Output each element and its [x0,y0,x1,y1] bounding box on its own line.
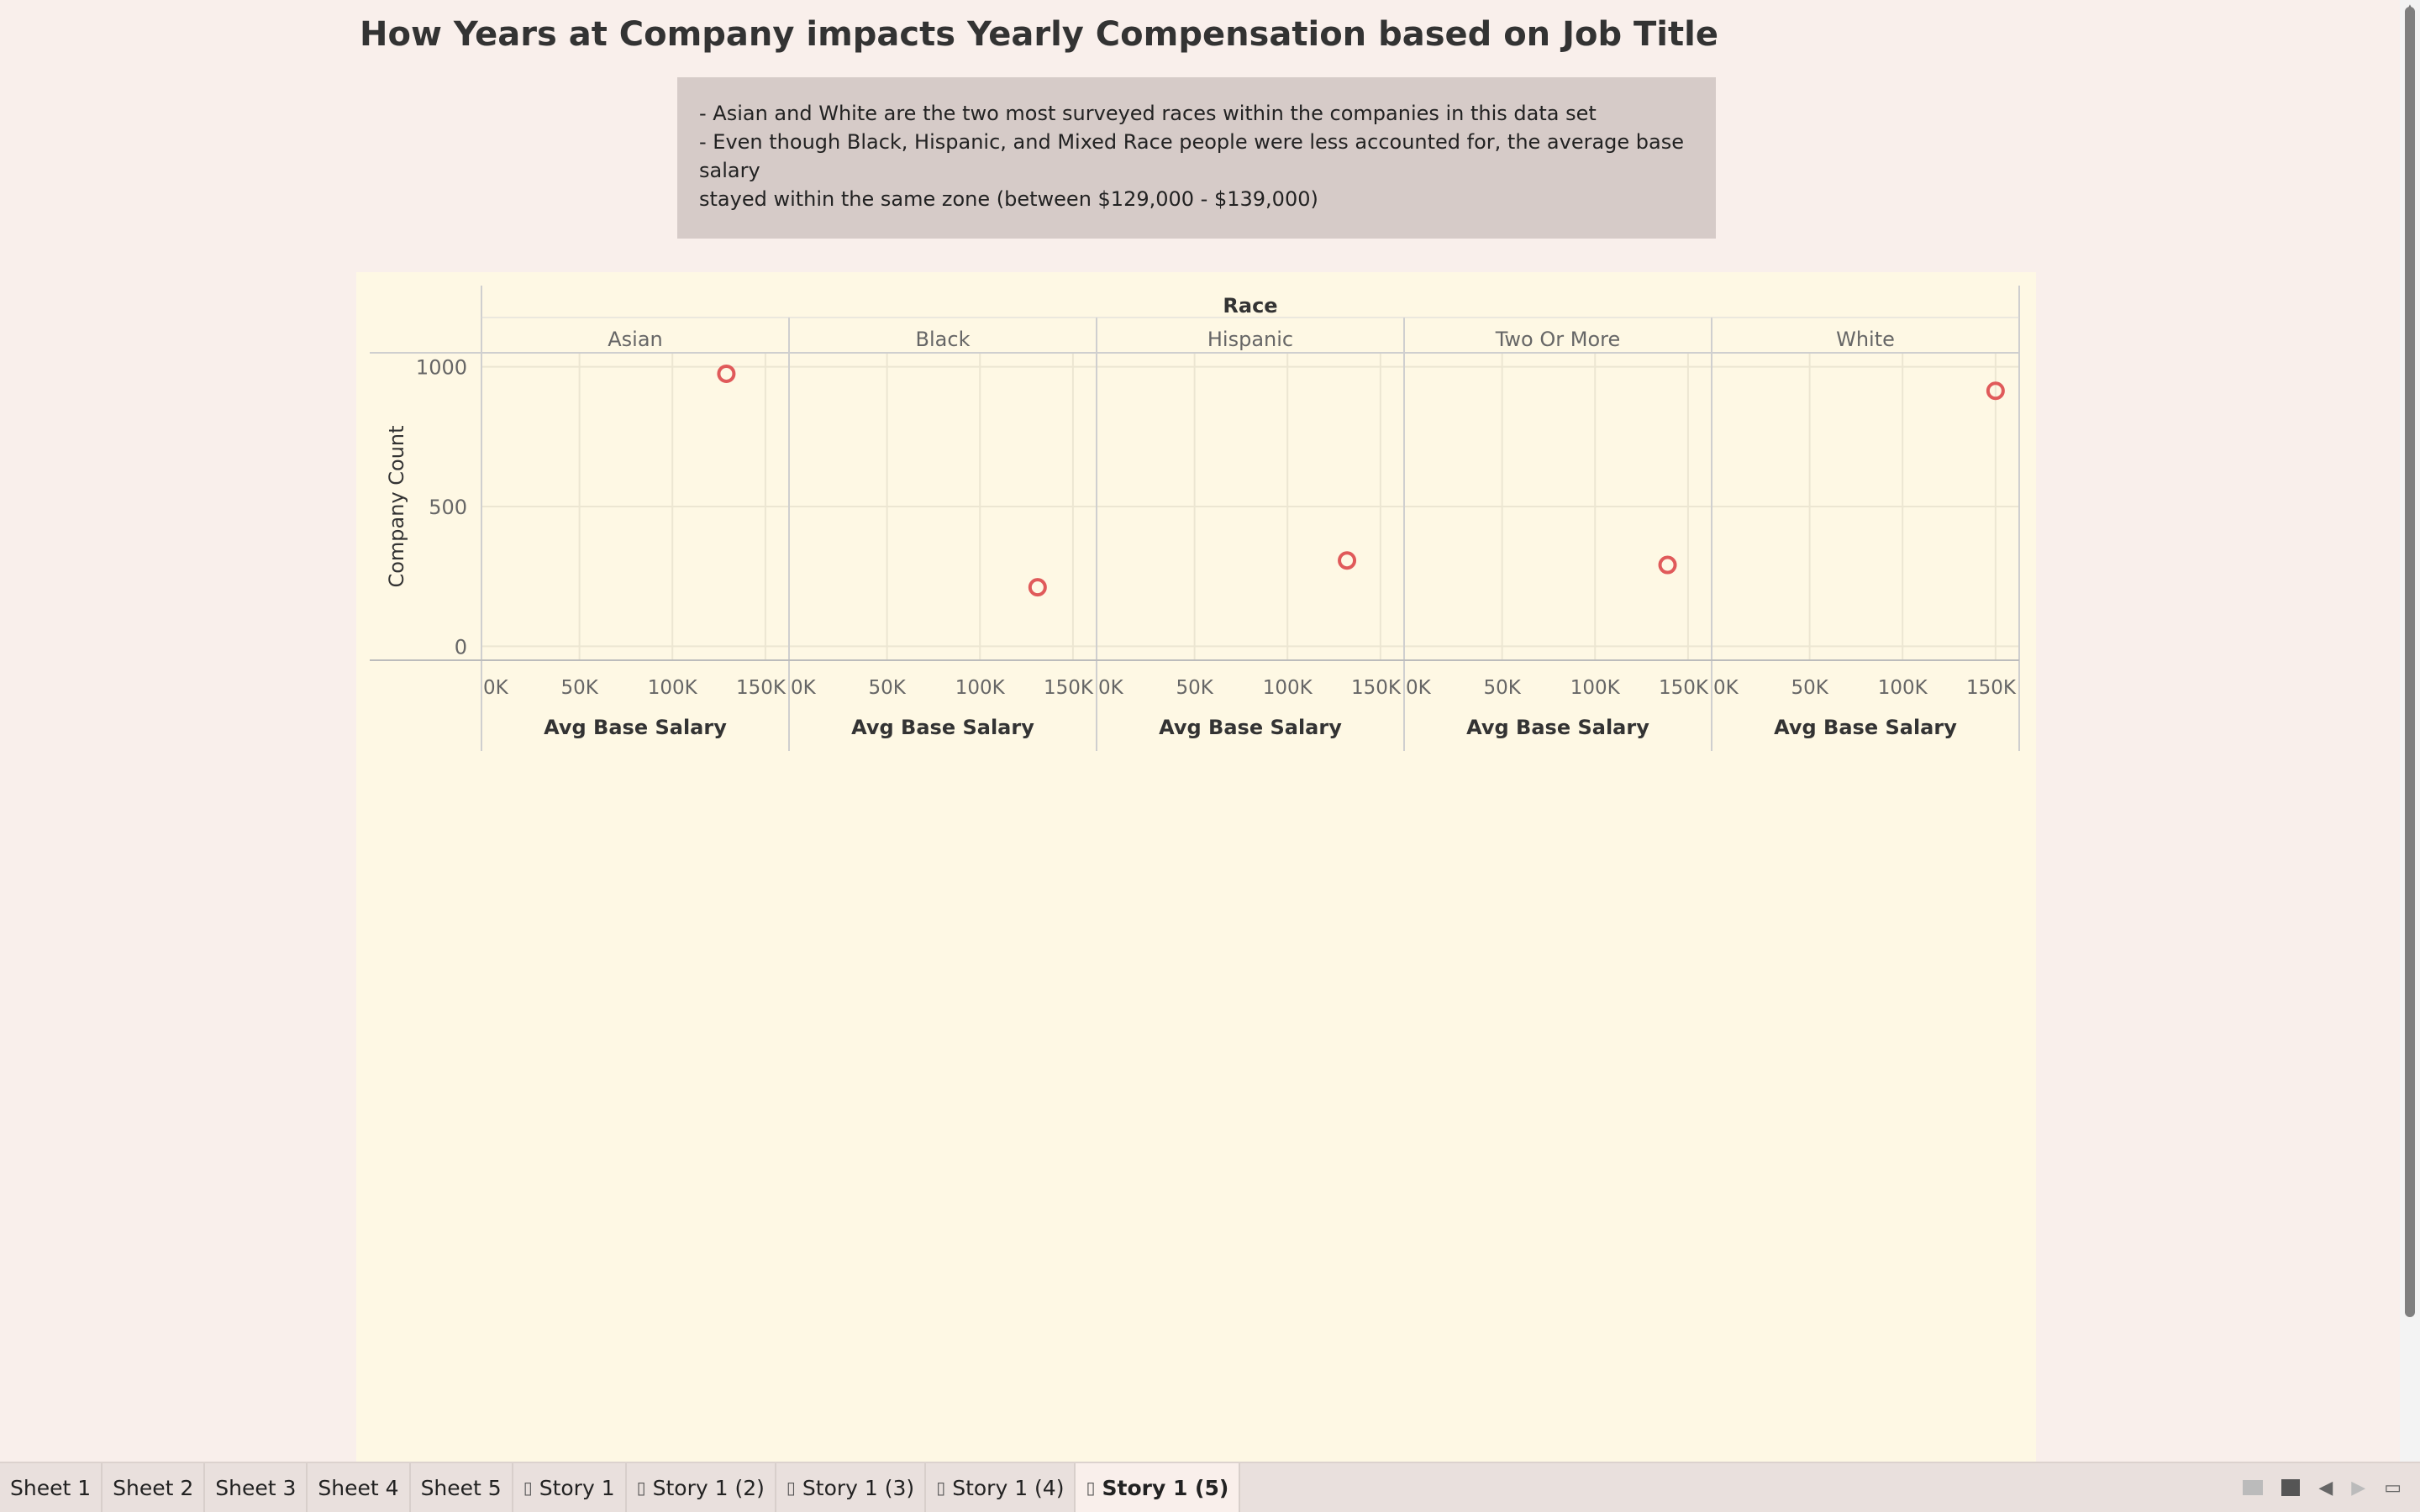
x-axis-title: Avg Base Salary [1159,716,1342,739]
data-point [1028,578,1047,597]
y-axis-title: Company Count [385,425,408,587]
panel-header: Hispanic [1207,328,1293,351]
sheet-tab-label: Story 1 [539,1475,615,1500]
data-point [717,364,736,383]
sheet-tab-label: Sheet 3 [215,1475,297,1500]
story-icon: ▯ [523,1478,533,1498]
x-tick-label: 100K [1570,677,1621,699]
x-tick-label: 100K [1263,677,1313,699]
sheet-tab[interactable]: ▯ Story 1 [513,1463,627,1512]
sheet-tab-label: Sheet 5 [420,1475,502,1500]
column-header: Race [1223,294,1277,318]
sheet-tab-label: Story 1 (4) [952,1475,1065,1500]
story-canvas: 0 500 1000 Asian 0K 50K 100K 150K Avg Base Salar… [356,272,2036,1462]
sheet-tab-label: Sheet 4 [318,1475,399,1500]
sheet-grid-icon[interactable] [2243,1480,2264,1495]
x-tick-label: 100K [1878,677,1928,699]
x-axis-title: Avg Base Salary [1466,716,1649,739]
sheet-tab[interactable]: Sheet 5 [411,1463,513,1512]
sheet-tab-bar: Sheet 1 Sheet 2 Sheet 3 Sheet 4 Sheet 5 ▯ Stor… [0,1462,2420,1512]
x-axis-title: Avg Base Salary [1774,716,1957,739]
x-tick-label: 50K [1791,677,1828,699]
x-axis-title: Avg Base Salary [544,716,727,739]
data-point [1986,381,2005,401]
panel-header: Asian [608,328,663,351]
next-icon[interactable]: ▶ [2351,1477,2366,1499]
panel-header: Two Or More [1495,328,1621,351]
caption-line: - Even though Black, Hispanic, and Mixed… [699,130,1685,182]
x-tick-label: 150K [736,677,786,699]
x-tick-label: 0K [1406,677,1432,699]
sheet-tab-label: Story 1 (3) [802,1475,915,1500]
sheet-tab[interactable]: ▯ Story 1 (4) [926,1463,1076,1512]
story-icon: ▯ [936,1478,946,1498]
story-caption: - Asian and White are the two most surve… [677,77,1716,239]
story-title: How Years at Company impacts Yearly Comp… [360,15,1718,54]
x-tick-label: 0K [1713,677,1739,699]
x-tick-label: 150K [1044,677,1094,699]
statusbar-controls: ◀ ▶ ▭ [2243,1463,2420,1512]
x-tick-label: 50K [560,677,598,699]
sheet-tab[interactable]: Sheet 3 [205,1463,308,1512]
sheet-tab[interactable]: Sheet 4 [308,1463,411,1512]
sheet-tab-label: Story 1 (5) [1102,1475,1229,1500]
sheet-tab[interactable]: ▯ Story 1 (5) [1076,1463,1241,1512]
y-tick-label: 0 [455,635,467,659]
y-tick-label: 1000 [416,356,467,380]
story-icon: ▯ [636,1478,646,1498]
sheet-tab-label: Sheet 2 [113,1475,194,1500]
sheet-tab[interactable]: Sheet 2 [103,1463,206,1512]
data-point [1338,551,1357,570]
x-tick-label: 150K [1351,677,1402,699]
panel-header: White [1836,328,1895,351]
scatter-chart: 0 500 1000 Asian 0K 50K 100K 150K Avg Base Salar… [370,286,2020,751]
sheet-tab[interactable]: Sheet 1 [0,1463,103,1512]
caption-line: - Asian and White are the two most surve… [699,102,1597,125]
sheet-tab-label: Story 1 (2) [652,1475,765,1500]
sheet-tab-label: Sheet 1 [10,1475,92,1500]
story-icon: ▯ [1086,1478,1096,1498]
presentation-mode-icon[interactable]: ▭ [2384,1477,2402,1499]
x-tick-label: 150K [1659,677,1709,699]
sheet-tab[interactable]: ▯ Story 1 (3) [776,1463,927,1512]
panel-header: Black [916,328,971,351]
x-tick-label: 100K [648,677,698,699]
x-tick-label: 50K [1176,677,1213,699]
story-icon: ▯ [786,1478,796,1498]
x-axis-title: Avg Base Salary [851,716,1034,739]
x-tick-label: 100K [955,677,1006,699]
caption-line: stayed within the same zone (between $12… [699,187,1318,211]
x-tick-label: 50K [1483,677,1521,699]
x-tick-label: 0K [1098,677,1124,699]
x-tick-label: 0K [483,677,509,699]
y-tick-label: 500 [429,496,467,519]
sheet-tab[interactable]: ▯ Story 1 (2) [627,1463,776,1512]
data-point [1658,555,1677,575]
x-tick-label: 0K [791,677,817,699]
vertical-scrollbar[interactable]: ▲ [2400,0,2420,1462]
x-tick-label: 150K [1966,677,2017,699]
present-icon[interactable] [2281,1479,2301,1496]
scrollbar-thumb[interactable] [2405,7,2415,1317]
x-tick-label: 50K [868,677,906,699]
prev-icon[interactable]: ◀ [2318,1477,2333,1499]
